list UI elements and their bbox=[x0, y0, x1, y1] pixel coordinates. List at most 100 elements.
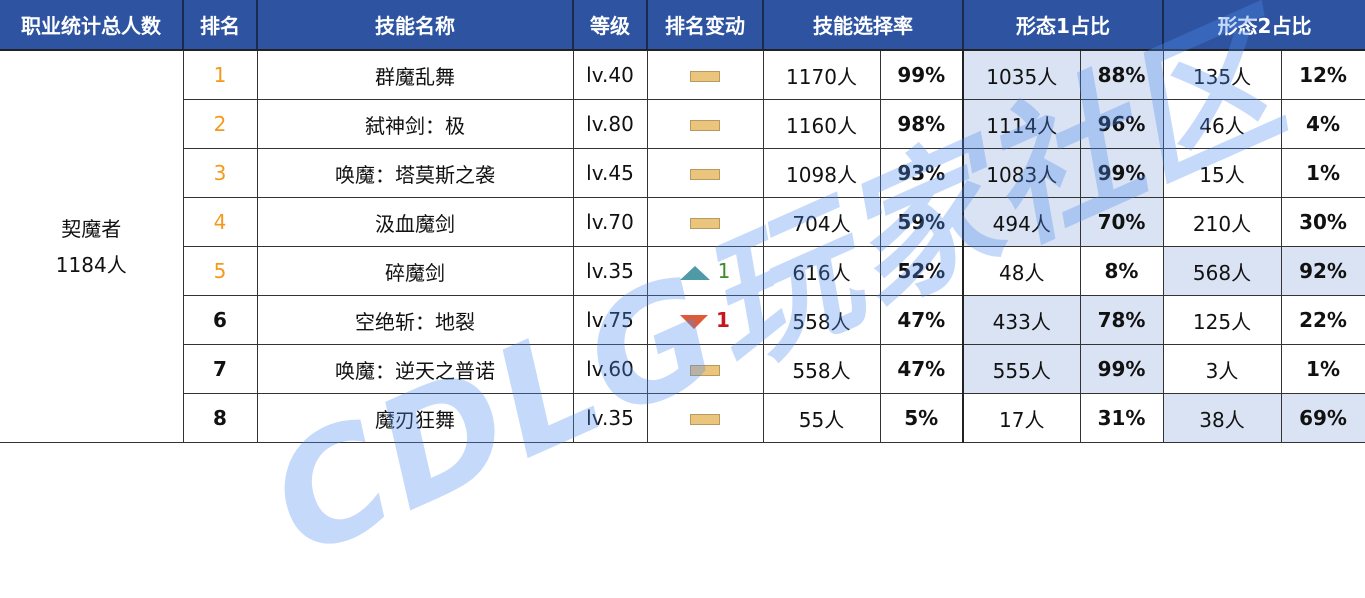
skill-level: lv.80 bbox=[572, 99, 648, 149]
skill-name: 汲血魔剑 bbox=[256, 197, 574, 247]
form2-pct: 92% bbox=[1280, 246, 1365, 296]
table-row: 6 空绝斩：地裂 lv.75 1 558人 47% 433人 78% 125人 … bbox=[0, 295, 1365, 345]
select-rate: 59% bbox=[879, 197, 964, 247]
rank: 1 bbox=[182, 49, 258, 100]
form2-count: 3人 bbox=[1162, 344, 1282, 394]
select-count: 1098人 bbox=[762, 148, 881, 198]
rank-change bbox=[646, 99, 764, 149]
form1-pct: 8% bbox=[1079, 246, 1164, 296]
form1-count: 1083人 bbox=[962, 148, 1081, 198]
form1-pct: 96% bbox=[1079, 99, 1164, 149]
change-value: 1 bbox=[716, 308, 730, 332]
form2-count: 135人 bbox=[1162, 49, 1282, 100]
form1-pct: 31% bbox=[1079, 393, 1164, 443]
form1-pct: 99% bbox=[1079, 344, 1164, 394]
form2-pct: 69% bbox=[1280, 393, 1365, 443]
select-rate: 99% bbox=[879, 49, 964, 100]
no-change-icon bbox=[690, 71, 720, 82]
form1-pct: 88% bbox=[1079, 49, 1164, 100]
table-row: 5 碎魔剑 lv.35 1 616人 52% 48人 8% 568人 92% bbox=[0, 246, 1365, 296]
header-rank-change: 排名变动 bbox=[647, 0, 764, 51]
job-name: 契魔者 bbox=[61, 216, 122, 241]
form1-count: 1114人 bbox=[962, 99, 1081, 149]
table-row: 3 唤魔：塔莫斯之袭 lv.45 1098人 93% 1083人 99% 15人… bbox=[0, 148, 1365, 198]
form2-pct: 12% bbox=[1280, 49, 1365, 100]
rank-change bbox=[646, 49, 764, 100]
select-count: 558人 bbox=[762, 295, 881, 345]
form1-count: 433人 bbox=[962, 295, 1081, 345]
select-count: 1160人 bbox=[762, 99, 881, 149]
rank: 4 bbox=[182, 197, 258, 247]
rank-change: 1 bbox=[646, 295, 764, 345]
header-form2: 形态2占比 bbox=[1163, 0, 1365, 51]
form2-count: 210人 bbox=[1162, 197, 1282, 247]
rank: 6 bbox=[182, 295, 258, 345]
skill-level: lv.75 bbox=[572, 295, 648, 345]
no-change-icon bbox=[690, 414, 720, 425]
rank-down-icon bbox=[680, 314, 709, 329]
skill-level: lv.35 bbox=[572, 246, 648, 296]
form1-count: 1035人 bbox=[962, 49, 1081, 100]
select-rate: 93% bbox=[879, 148, 964, 198]
table-row: 7 唤魔：逆天之普诺 lv.60 558人 47% 555人 99% 3人 1% bbox=[0, 344, 1365, 394]
form1-count: 17人 bbox=[962, 393, 1081, 443]
select-count: 1170人 bbox=[762, 49, 881, 100]
no-change-icon bbox=[690, 218, 720, 229]
job-total: 1184人 bbox=[55, 252, 127, 277]
rank: 7 bbox=[182, 344, 258, 394]
select-rate: 52% bbox=[879, 246, 964, 296]
job-cell: 契魔者 1184人 bbox=[0, 49, 184, 443]
form2-pct: 4% bbox=[1280, 99, 1365, 149]
form2-pct: 22% bbox=[1280, 295, 1365, 345]
rank-up-icon bbox=[679, 265, 710, 280]
form2-count: 46人 bbox=[1162, 99, 1282, 149]
select-count: 616人 bbox=[762, 246, 881, 296]
header-job-total: 职业统计总人数 bbox=[0, 0, 184, 51]
header-row: 职业统计总人数 排名 技能名称 等级 排名变动 技能选择率 形态1占比 形态2占… bbox=[0, 0, 1365, 51]
skill-level: lv.60 bbox=[572, 344, 648, 394]
select-rate: 47% bbox=[879, 295, 964, 345]
form2-pct: 30% bbox=[1280, 197, 1365, 247]
header-form1: 形态1占比 bbox=[963, 0, 1165, 51]
skill-name: 空绝斩：地裂 bbox=[256, 295, 574, 345]
select-count: 558人 bbox=[762, 344, 881, 394]
skill-name: 碎魔剑 bbox=[256, 246, 574, 296]
skill-name: 唤魔：逆天之普诺 bbox=[256, 344, 574, 394]
rank: 8 bbox=[182, 393, 258, 443]
skill-name: 弑神剑：极 bbox=[256, 99, 574, 149]
rank: 2 bbox=[182, 99, 258, 149]
rank: 5 bbox=[182, 246, 258, 296]
form2-count: 125人 bbox=[1162, 295, 1282, 345]
skill-name: 魔刃狂舞 bbox=[256, 393, 574, 443]
form2-count: 38人 bbox=[1162, 393, 1282, 443]
select-rate: 5% bbox=[879, 393, 964, 443]
header-selection-rate: 技能选择率 bbox=[763, 0, 964, 51]
form2-count: 568人 bbox=[1162, 246, 1282, 296]
header-skill-name: 技能名称 bbox=[257, 0, 574, 51]
skill-name: 群魔乱舞 bbox=[256, 49, 574, 100]
form2-pct: 1% bbox=[1280, 148, 1365, 198]
select-count: 704人 bbox=[762, 197, 881, 247]
select-count: 55人 bbox=[762, 393, 881, 443]
table-row: 8 魔刃狂舞 lv.35 55人 5% 17人 31% 38人 69% bbox=[0, 393, 1365, 443]
form1-count: 555人 bbox=[962, 344, 1081, 394]
rank-change bbox=[646, 197, 764, 247]
select-rate: 47% bbox=[879, 344, 964, 394]
rank: 3 bbox=[182, 148, 258, 198]
skill-level: lv.40 bbox=[572, 49, 648, 100]
table-row: 契魔者 1184人 1 群魔乱舞 lv.40 1170人 99% 1035人 88%… bbox=[0, 49, 1365, 443]
no-change-icon bbox=[690, 169, 720, 180]
no-change-icon bbox=[690, 365, 720, 376]
select-rate: 98% bbox=[879, 99, 964, 149]
rank-change bbox=[646, 148, 764, 198]
header-rank: 排名 bbox=[183, 0, 258, 51]
rank-change bbox=[646, 393, 764, 443]
skill-level: lv.45 bbox=[572, 148, 648, 198]
rank-change bbox=[646, 344, 764, 394]
table-row: 4 汲血魔剑 lv.70 704人 59% 494人 70% 210人 30% bbox=[0, 197, 1365, 247]
skill-level: lv.70 bbox=[572, 197, 648, 247]
form1-pct: 78% bbox=[1079, 295, 1164, 345]
skill-stats-table: 职业统计总人数 排名 技能名称 等级 排名变动 技能选择率 形态1占比 形态2占… bbox=[0, 0, 1365, 443]
form1-count: 48人 bbox=[962, 246, 1081, 296]
form1-pct: 70% bbox=[1079, 197, 1164, 247]
